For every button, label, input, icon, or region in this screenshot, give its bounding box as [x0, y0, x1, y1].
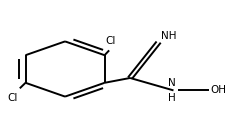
Text: Cl: Cl [105, 36, 115, 46]
Text: NH: NH [160, 31, 176, 41]
Text: N: N [168, 78, 175, 88]
Text: OH: OH [209, 85, 225, 95]
Text: Cl: Cl [8, 93, 18, 103]
Text: H: H [168, 93, 175, 103]
